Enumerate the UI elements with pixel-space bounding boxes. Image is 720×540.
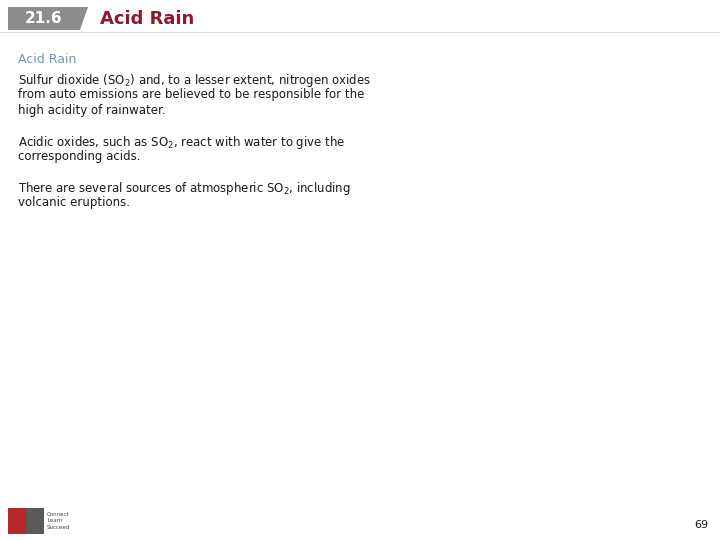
Text: high acidity of rainwater.: high acidity of rainwater. [18, 104, 166, 117]
Text: volcanic eruptions.: volcanic eruptions. [18, 196, 130, 209]
Text: Acid Rain: Acid Rain [18, 53, 76, 66]
Text: from auto emissions are believed to be responsible for the: from auto emissions are believed to be r… [18, 88, 364, 101]
Text: Sulfur dioxide (SO$_2$) and, to a lesser extent, nitrogen oxides: Sulfur dioxide (SO$_2$) and, to a lesser… [18, 72, 371, 89]
Text: corresponding acids.: corresponding acids. [18, 150, 140, 163]
Text: 69: 69 [694, 520, 708, 530]
Text: There are several sources of atmospheric SO$_2$, including: There are several sources of atmospheric… [18, 180, 351, 197]
FancyBboxPatch shape [26, 508, 44, 534]
FancyBboxPatch shape [8, 508, 26, 534]
Text: 21.6: 21.6 [25, 11, 63, 26]
Text: Connect
Learn
Succeed: Connect Learn Succeed [47, 512, 71, 530]
Polygon shape [8, 7, 88, 30]
Text: Acid Rain: Acid Rain [100, 10, 194, 28]
Text: Acidic oxides, such as SO$_2$, react with water to give the: Acidic oxides, such as SO$_2$, react wit… [18, 134, 346, 151]
